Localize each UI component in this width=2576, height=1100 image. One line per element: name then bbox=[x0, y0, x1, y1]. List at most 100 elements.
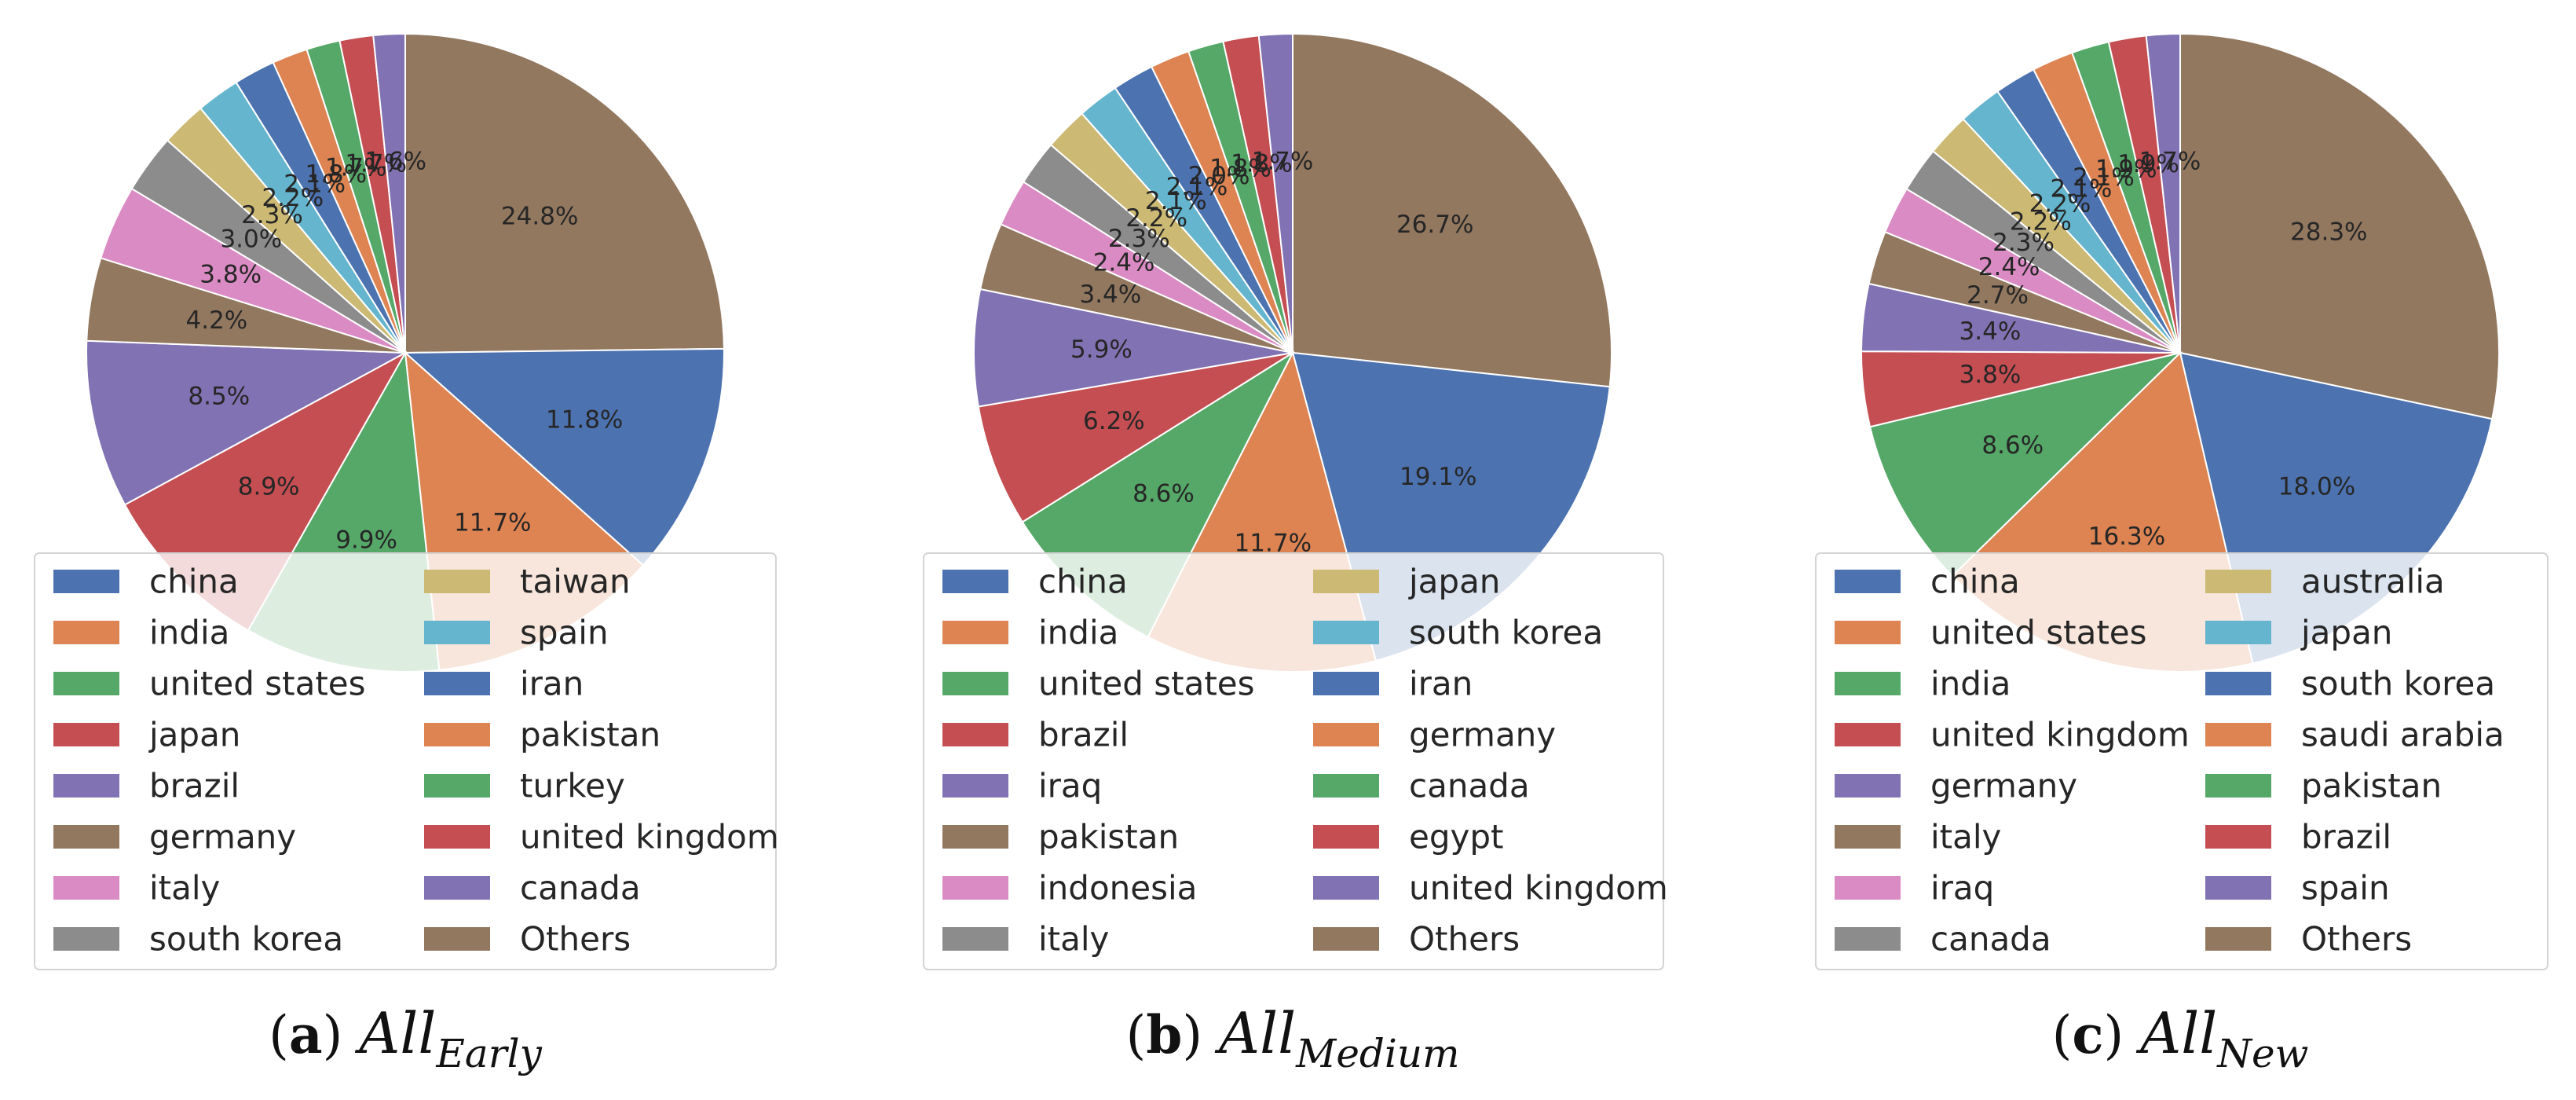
slice-percent-label: 2.1% bbox=[1166, 173, 1228, 201]
legend-label: india bbox=[1038, 614, 1118, 652]
legend-swatch bbox=[942, 570, 1008, 593]
slice-percent-label: 1.9% bbox=[2095, 155, 2157, 183]
legend-label: united states bbox=[1930, 614, 2147, 652]
legend-item: japan bbox=[2205, 614, 2392, 652]
legend-item: iraq bbox=[942, 767, 1102, 805]
legend-item: taiwan bbox=[424, 563, 631, 601]
legend-swatch bbox=[1835, 723, 1901, 746]
pie-slice-others bbox=[404, 32, 725, 354]
legend-swatch bbox=[942, 672, 1008, 695]
legend-item: india bbox=[942, 614, 1118, 652]
legend-label: australia bbox=[2301, 563, 2445, 601]
pie-slice-others bbox=[2179, 32, 2500, 420]
legend-item: china bbox=[53, 563, 239, 601]
pie-slice-spain bbox=[2145, 32, 2181, 354]
legend-swatch bbox=[424, 825, 490, 849]
legend-label: brazil bbox=[1038, 716, 1129, 754]
subfigure-caption: (b) AllMedium bbox=[1125, 1000, 1459, 1076]
pie-slice-china bbox=[403, 347, 725, 566]
legend-swatch bbox=[1835, 876, 1901, 900]
legend-label: italy bbox=[1930, 818, 2001, 856]
legend-item: south korea bbox=[2205, 665, 2495, 703]
legend-swatch bbox=[2205, 927, 2271, 951]
legend-label: japan bbox=[1408, 563, 1500, 601]
legend-swatch bbox=[1313, 621, 1379, 644]
slice-percent-label: 26.7% bbox=[1396, 211, 1473, 239]
pie-slice-iraq bbox=[973, 288, 1293, 408]
pie-slice-others bbox=[1292, 32, 1612, 388]
slice-percent-label: 1.6% bbox=[364, 148, 426, 176]
legend-item: italy bbox=[1835, 818, 2001, 856]
legend-item: germany bbox=[1835, 767, 2077, 805]
slice-percent-label: 2.3% bbox=[241, 201, 303, 229]
legend-item: canada bbox=[424, 869, 641, 908]
slice-percent-label: 4.2% bbox=[186, 306, 248, 335]
legend-label: united states bbox=[149, 665, 366, 703]
slice-percent-label: 19.1% bbox=[1400, 463, 1476, 491]
slice-percent-label: 8.6% bbox=[1132, 480, 1195, 508]
legend-item: pakistan bbox=[942, 818, 1179, 856]
legend-label: Others bbox=[2301, 920, 2412, 959]
slice-percent-label: 3.4% bbox=[1959, 317, 2022, 346]
legend-swatch bbox=[424, 672, 490, 695]
legend-swatch bbox=[53, 876, 119, 900]
legend-swatch bbox=[424, 621, 490, 644]
legend-item: united kingdom bbox=[1835, 716, 2190, 754]
slice-percent-label: 3.4% bbox=[1079, 280, 1141, 309]
slice-percent-label: 3.8% bbox=[1959, 361, 2022, 389]
legend-item: pakistan bbox=[424, 716, 660, 754]
legend-label: canada bbox=[1930, 920, 2051, 959]
legend-label: brazil bbox=[2301, 818, 2391, 856]
legend-label: iran bbox=[1409, 665, 1473, 703]
legend-swatch bbox=[53, 774, 119, 798]
slice-percent-label: 2.4% bbox=[1093, 248, 1155, 277]
legend-label: italy bbox=[1038, 920, 1109, 959]
legend-item: iran bbox=[1313, 665, 1473, 703]
legend-label: spain bbox=[520, 614, 609, 652]
legend-swatch bbox=[942, 927, 1008, 951]
legend-label: germany bbox=[149, 818, 296, 856]
slice-percent-label: 2.1% bbox=[1145, 187, 1207, 215]
legend-swatch bbox=[2205, 774, 2271, 798]
pie-slice-brazil bbox=[86, 339, 408, 506]
legend: china india united states brazil iraq pakista… bbox=[923, 552, 1668, 970]
legend-item: germany bbox=[53, 818, 296, 856]
legend-swatch bbox=[53, 672, 119, 695]
legend-swatch bbox=[942, 876, 1008, 900]
legend-label: india bbox=[149, 614, 229, 652]
slice-percent-label: 2.2% bbox=[1125, 204, 1187, 233]
legend-swatch bbox=[942, 825, 1008, 849]
legend-label: china bbox=[1038, 563, 1128, 601]
slice-percent-label: 28.3% bbox=[2290, 218, 2367, 247]
slice-percent-label: 2.0% bbox=[1188, 162, 1250, 190]
legend-label: spain bbox=[2301, 869, 2390, 908]
legend-swatch bbox=[424, 570, 490, 593]
legend-swatch bbox=[1313, 825, 1379, 849]
legend-item: spain bbox=[2205, 869, 2390, 908]
legend-item: india bbox=[1835, 665, 2011, 703]
legend-swatch bbox=[1835, 621, 1901, 644]
legend-item: turkey bbox=[424, 767, 625, 805]
legend-label: turkey bbox=[520, 767, 625, 805]
legend-swatch bbox=[1313, 774, 1379, 798]
legend-item: brazil bbox=[53, 767, 240, 805]
legend-swatch bbox=[1313, 723, 1379, 746]
legend-swatch bbox=[2205, 825, 2271, 849]
slice-percent-label: 8.5% bbox=[188, 382, 250, 410]
legend-item: Others bbox=[2205, 920, 2412, 959]
legend-item: iraq bbox=[1835, 869, 1994, 908]
pie-slice-brazil bbox=[977, 352, 1293, 523]
legend-swatch bbox=[1835, 927, 1901, 951]
slice-percent-label: 2.7% bbox=[1967, 281, 2029, 310]
legend-label: canada bbox=[1409, 767, 1530, 805]
legend-item: china bbox=[1835, 563, 2020, 601]
legend-label: china bbox=[149, 563, 239, 601]
legend-item: south korea bbox=[53, 920, 343, 959]
subfigure-caption: (c) AllNew bbox=[2052, 1000, 2309, 1076]
legend-swatch bbox=[53, 927, 119, 951]
legend-label: china bbox=[1930, 563, 2020, 601]
legend-label: germany bbox=[1409, 716, 1556, 754]
slice-percent-label: 24.8% bbox=[501, 203, 578, 231]
legend-item: united states bbox=[1835, 614, 2147, 652]
legend-swatch bbox=[1313, 876, 1379, 900]
